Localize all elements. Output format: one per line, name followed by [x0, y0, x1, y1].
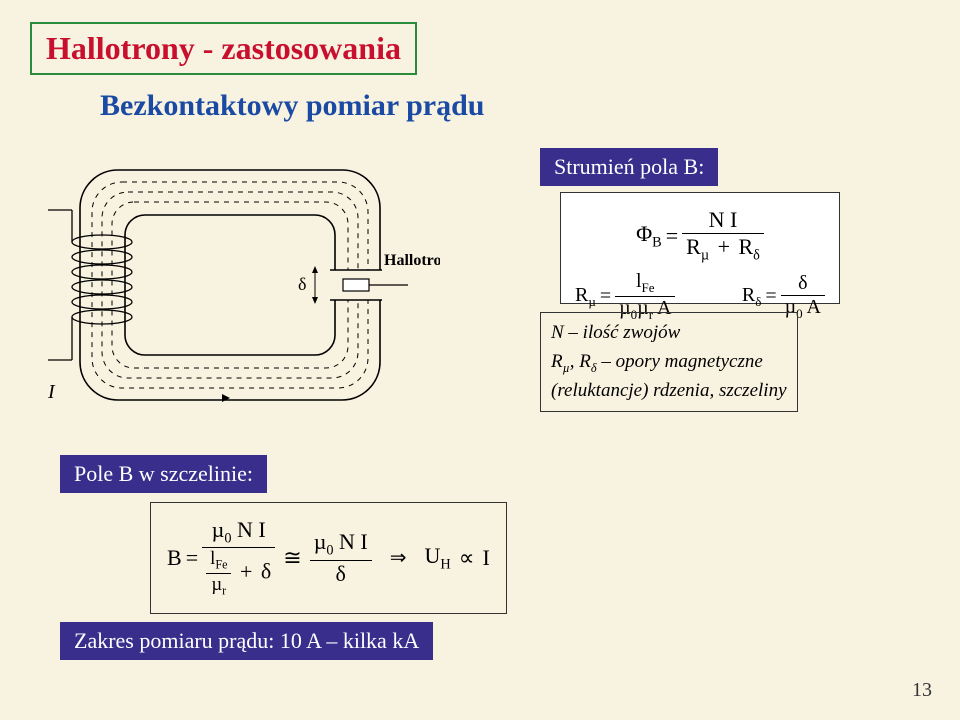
hallotron-label: Hallotron [384, 252, 440, 269]
b-equation-box: B = µ0 N I lFe µr + δ ≅ µ0 [150, 502, 507, 614]
range-label: Zakres pomiaru prądu: 10 A – kilka kA [60, 622, 433, 660]
b-frac1: µ0 N I lFe µr + δ [202, 517, 275, 599]
notes-box: N – ilość zwojów Rµ, Rδ – opory magnetyc… [540, 312, 798, 412]
delta-label: δ [298, 274, 306, 294]
phi-fraction: N I Rµ + Rδ [682, 207, 764, 264]
current-label: I [47, 381, 56, 403]
b-frac2: µ0 N I δ [310, 529, 372, 586]
eq-phi: ΦB [636, 221, 662, 251]
flux-label: Strumień pola B: [540, 148, 718, 186]
eq-equals: = [666, 223, 678, 249]
pole-b-label: Pole B w szczelinie: [60, 455, 267, 493]
subtitle: Bezkontaktowy pomiar prądu [100, 89, 485, 123]
u-h: UH [425, 543, 451, 573]
notes-line1: N – ilość zwojów [551, 319, 787, 348]
page-number: 13 [912, 679, 932, 702]
flux-equation-box: ΦB = N I Rµ + Rδ Rµ = lFe µ0µr A [560, 192, 840, 304]
b-lhs: B [167, 545, 182, 571]
notes-line2: Rµ, Rδ – opory magnetyczne [551, 348, 787, 377]
title-box: Hallotrony - zastosowania [30, 22, 417, 75]
page-title: Hallotrony - zastosowania [46, 30, 401, 66]
notes-line3: (reluktancje) rdzenia, szczeliny [551, 377, 787, 406]
core-diagram: δ Hallotron I [30, 150, 440, 450]
